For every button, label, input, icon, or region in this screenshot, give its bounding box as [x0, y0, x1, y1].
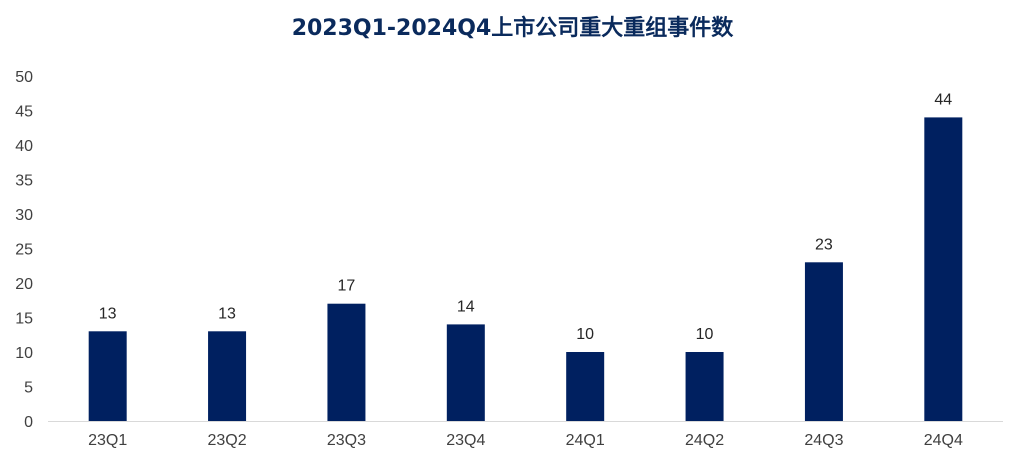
y-tick-label: 35: [15, 173, 33, 190]
data-label: 10: [696, 326, 714, 343]
x-tick-label: 24Q1: [566, 432, 605, 449]
x-tick-label: 23Q4: [446, 432, 485, 449]
x-tick-label: 23Q2: [207, 432, 246, 449]
y-tick-label: 15: [15, 311, 33, 328]
x-tick-label: 24Q2: [685, 432, 724, 449]
bar: [566, 352, 605, 421]
y-tick-label: 25: [15, 242, 33, 259]
y-tick-label: 10: [15, 345, 33, 362]
data-labels: 13 13 17 14 10 10 23 44: [99, 91, 953, 343]
data-label: 14: [457, 298, 475, 315]
data-label: 44: [934, 91, 952, 108]
y-tick-label: 20: [15, 276, 33, 293]
x-axis: 23Q1 23Q2 23Q3 23Q4 24Q1 24Q2 24Q3 24Q4: [48, 421, 1003, 449]
data-label: 10: [576, 326, 594, 343]
x-tick-label: 24Q3: [804, 432, 843, 449]
data-label: 23: [815, 236, 833, 253]
y-axis: 0 5 10 15 20 25 30 35 40 45 50: [15, 69, 33, 431]
bar: [88, 331, 127, 421]
bar: [685, 352, 724, 421]
y-tick-label: 40: [15, 138, 33, 155]
chart-title: 2023Q1-2024Q4上市公司重大重组事件数: [291, 16, 734, 41]
data-label: 17: [338, 278, 356, 295]
bar: [208, 331, 247, 421]
x-tick-label: 23Q3: [327, 432, 366, 449]
data-label: 13: [218, 305, 236, 322]
bar: [446, 324, 485, 421]
bar-series: [88, 117, 963, 422]
bar: [327, 303, 366, 421]
y-tick-label: 45: [15, 104, 33, 121]
y-tick-label: 50: [15, 69, 33, 86]
y-tick-label: 0: [24, 414, 33, 431]
data-label: 13: [99, 305, 117, 322]
bar: [924, 117, 963, 422]
x-tick-label: 24Q4: [924, 432, 963, 449]
y-tick-label: 30: [15, 207, 33, 224]
y-tick-label: 5: [24, 380, 33, 397]
x-tick-label: 23Q1: [88, 432, 127, 449]
bar: [804, 262, 843, 421]
